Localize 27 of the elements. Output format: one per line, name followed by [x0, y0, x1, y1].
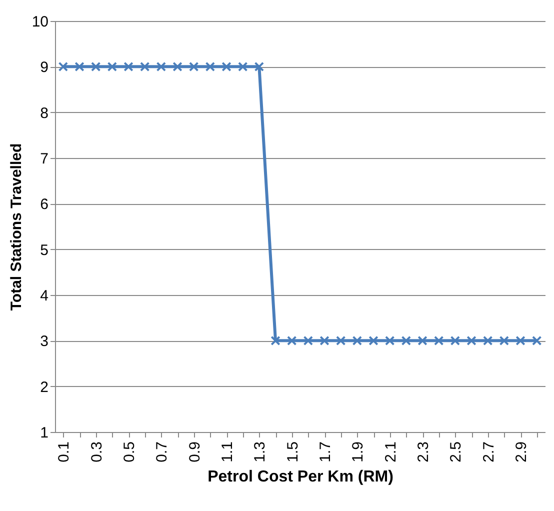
x-tick-label: 2.3 [415, 442, 432, 462]
y-axis-title: Total Stations Travelled [8, 143, 25, 311]
x-tick-label: 2.7 [480, 442, 498, 462]
x-tick-label: 1.1 [219, 442, 236, 462]
y-tick-label: 1 [40, 424, 48, 442]
x-tick-label: 1.5 [284, 442, 302, 462]
x-tick-label: 0.3 [88, 442, 106, 462]
y-tick-label: 7 [40, 150, 48, 168]
y-tick-label: 10 [32, 14, 48, 30]
y-tick-label: 6 [40, 196, 48, 214]
x-tick-label: 1.3 [252, 442, 269, 462]
x-tick-label: 0.9 [186, 442, 204, 462]
y-tick-label: 3 [40, 333, 48, 350]
x-tick-label: 2.1 [382, 442, 400, 462]
x-tick-label: 1.9 [350, 442, 367, 462]
y-tick-label: 8 [40, 104, 48, 122]
y-tick-label: 2 [40, 378, 48, 396]
y-tick-label: 4 [40, 288, 48, 304]
x-tick-label: 0.5 [121, 442, 138, 462]
y-tick-label: 9 [40, 59, 48, 76]
x-tick-label: 1.7 [317, 442, 334, 462]
x-tick-label: 0.7 [154, 442, 171, 462]
x-tick-label: 2.9 [513, 442, 530, 462]
x-tick-label: 0.1 [56, 442, 73, 462]
x-tick-label: 2.5 [448, 442, 465, 462]
y-tick-label: 5 [40, 242, 48, 259]
x-axis-title: Petrol Cost Per Km (RM) [208, 468, 394, 486]
